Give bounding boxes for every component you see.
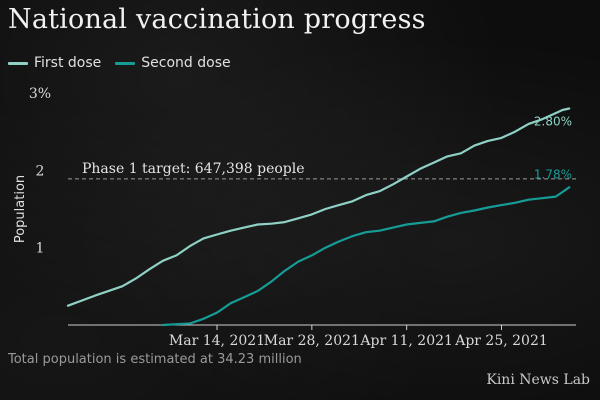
target-label: Phase 1 target: 647,398 people: [82, 161, 305, 177]
series-line-second-dose: [161, 186, 571, 327]
x-tick-label: Mar 28, 2021: [264, 333, 360, 349]
legend: First dose Second dose: [8, 55, 231, 71]
legend-label-first-dose: First dose: [34, 55, 102, 71]
legend-swatch-first-dose: [8, 61, 28, 65]
series-line-first-dose: [66, 107, 571, 307]
chart-title: National vaccination progress: [8, 4, 426, 35]
y-axis-label: Population: [13, 175, 28, 243]
legend-swatch-second-dose: [115, 61, 136, 65]
source-credit: Kini News Lab: [486, 372, 590, 388]
legend-item-first-dose: First dose: [8, 55, 101, 71]
end-label-second-dose: 1.78%: [534, 167, 572, 181]
x-tick-label: Mar 14, 2021: [169, 333, 265, 349]
end-label-first-dose: 2.80%: [534, 114, 572, 128]
population-note: Total population is estimated at 34.23 m…: [8, 352, 302, 367]
legend-item-second-dose: Second dose: [115, 55, 231, 71]
legend-label-second-dose: Second dose: [141, 55, 231, 71]
y-tick-label: 2: [36, 163, 45, 179]
x-tick-label: Apr 11, 2021: [359, 333, 453, 349]
y-tick-label: 1: [36, 241, 45, 257]
y-tick-label: 3%: [29, 86, 51, 102]
x-tick-label: Apr 25, 2021: [454, 333, 548, 349]
